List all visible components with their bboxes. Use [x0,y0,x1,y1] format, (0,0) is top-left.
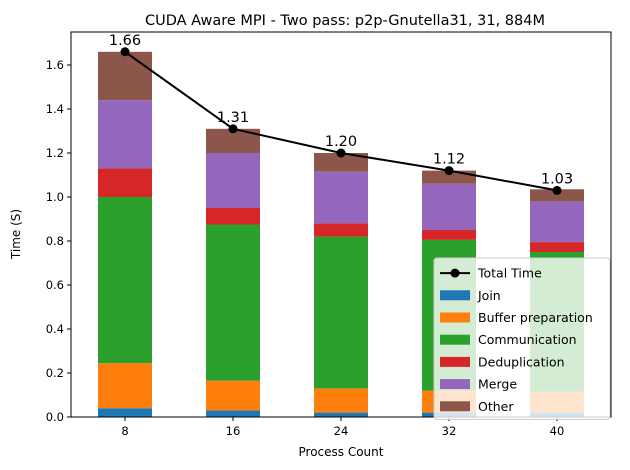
bar-buffer-preparation-24 [314,388,368,413]
bar-other-24 [314,153,368,172]
legend-marker [450,268,460,278]
total-time-point [336,148,346,158]
y-tick-label: 1.4 [46,102,64,116]
total-time-line-layer: 1.66 1.31 1.20 1.12 1.03 [109,33,573,195]
y-tick-label: 1.2 [46,146,64,160]
legend-label-deduplication: Deduplication [478,354,565,369]
bar-communication-16 [206,224,260,381]
total-time-point [228,124,238,134]
x-tick-label: 32 [442,424,457,438]
total-time-point [444,166,454,176]
bar-merge-16 [206,153,260,208]
bar-merge-24 [314,171,368,224]
bar-buffer-preparation-16 [206,380,260,411]
y-tick-label: 0.6 [46,278,64,292]
bar-buffer-preparation-8 [98,363,152,409]
bar-deduplication-24 [314,223,368,237]
y-tick-label: 0.0 [46,410,64,424]
bar-deduplication-32 [422,230,476,240]
legend-swatch-communication [440,334,470,345]
legend-label-merge: Merge [478,377,517,392]
x-axis-label: Process Count [299,445,384,459]
legend-box [433,257,611,420]
bar-merge-8 [98,100,152,169]
x-tick-label: 8 [121,424,128,438]
bar-merge-32 [422,183,476,230]
x-tick-label: 40 [550,424,565,438]
bar-communication-8 [98,197,152,364]
legend-label-buffer-preparation: Buffer preparation [478,310,593,325]
legend-label-total-time: Total Time [477,266,542,281]
bar-join-24 [314,412,368,417]
bar-deduplication-8 [98,168,152,197]
bar-deduplication-40 [530,242,584,252]
legend-label-other: Other [478,399,514,414]
total-time-point [120,47,130,57]
y-tick-label: 0.8 [46,234,64,248]
legend-swatch-join [440,290,470,301]
x-tick-label: 24 [334,424,349,438]
total-time-data-label: 1.03 [541,171,573,187]
y-axis-label: Time (S) [9,209,23,260]
total-time-data-label: 1.20 [325,134,357,150]
chart-title: CUDA Aware MPI - Two pass: p2p-Gnutella3… [145,13,545,29]
y-tick-label: 0.4 [46,322,64,336]
bar-join-16 [206,410,260,417]
legend-swatch-merge [440,379,470,390]
bar-other-8 [98,51,152,101]
legend-swatch-other [440,401,470,412]
total-time-data-label: 1.66 [109,33,141,49]
total-time-point [552,185,562,195]
legend-label-join: Join [477,288,501,303]
bar-deduplication-16 [206,208,260,225]
legend-swatch-deduplication [440,356,470,367]
y-tick-label: 1.0 [46,190,64,204]
bar-other-40 [530,189,584,202]
legend-label-communication: Communication [478,332,577,347]
legend: Total Time Join Buffer preparation Communic… [433,257,611,420]
total-time-data-label: 1.31 [217,110,249,126]
bar-communication-24 [314,236,368,389]
legend-swatch-buffer-preparation [440,312,470,323]
y-tick-label: 0.2 [46,366,64,380]
x-tick-label: 16 [226,424,241,438]
axes-layer: 0.0 0.2 0.4 0.6 0.8 1.0 1.2 1.4 1.6 8 16 24 32 40 [46,31,612,438]
bar-merge-40 [530,201,584,243]
total-time-data-label: 1.12 [433,152,465,168]
y-tick-label: 1.6 [46,58,64,72]
bar-join-8 [98,408,152,417]
